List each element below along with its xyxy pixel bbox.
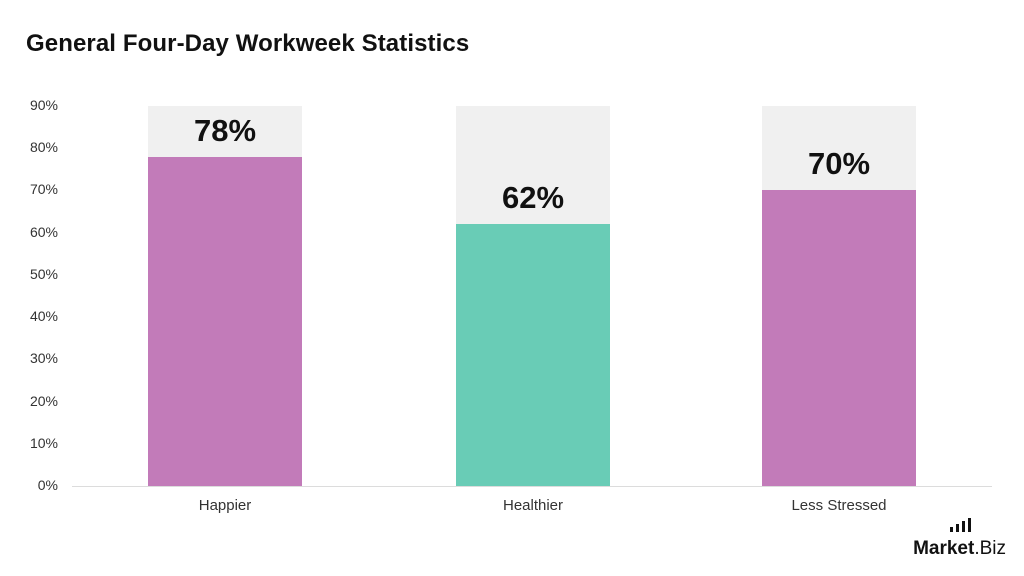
marketbiz-logo: Market.Biz — [913, 518, 1006, 560]
y-tick-label: 70% — [29, 181, 58, 198]
bar-value-label: 62% — [501, 180, 565, 216]
y-tick-label: 10% — [29, 434, 58, 451]
x-category-label: Less Stressed — [791, 497, 887, 514]
y-tick-label: 60% — [29, 223, 58, 240]
bar-value-label: 70% — [807, 146, 871, 182]
y-tick-label: 90% — [29, 97, 58, 113]
y-tick-label: 80% — [29, 139, 58, 156]
x-category-label: Happier — [198, 497, 252, 514]
logo-brand: Market — [913, 538, 975, 559]
bar-healthier — [456, 224, 610, 486]
bar-happier — [148, 156, 302, 486]
x-axis-line — [72, 486, 992, 487]
bar-less-stressed — [762, 190, 916, 486]
y-tick-label: 50% — [29, 265, 58, 282]
bar-value-label: 78% — [193, 112, 257, 148]
y-tick-label: 40% — [29, 308, 58, 325]
chart-title: General Four-Day Workweek Statistics — [26, 30, 470, 57]
y-tick-label: 20% — [29, 392, 58, 409]
logo-suffix: .Biz — [974, 538, 1006, 559]
y-tick-label: 30% — [29, 350, 58, 367]
x-category-label: Healthier — [502, 497, 564, 514]
y-tick-label: 0% — [37, 477, 58, 493]
